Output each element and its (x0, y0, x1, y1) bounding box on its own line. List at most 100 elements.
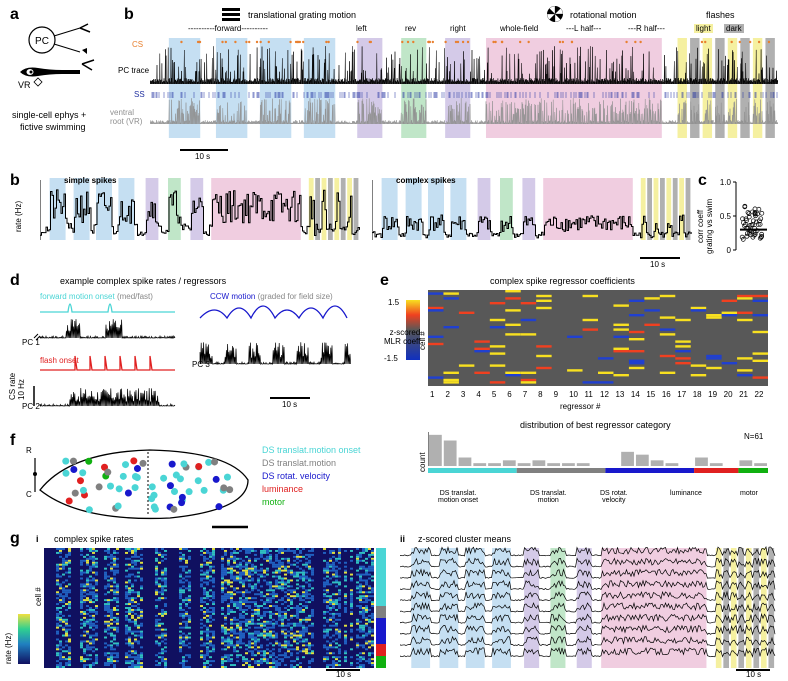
e-xtick: 7 (523, 390, 527, 399)
flashes-label: flashes (706, 10, 735, 20)
windmill-icon (547, 6, 563, 22)
panel-g-label: g (10, 530, 20, 548)
g-cbar: 0246 (18, 614, 30, 664)
e-xtick: 8 (538, 390, 542, 399)
g-sb2-text: 10 s (746, 670, 761, 679)
d-pc2: PC 2 (22, 402, 40, 411)
vr-row-label: ventral root (VR) (110, 108, 142, 126)
lhalf-label: ---L half--- (566, 24, 601, 33)
e-xlabel: regressor # (560, 402, 600, 411)
g-ii-label: ii (400, 534, 405, 544)
e-catlabel: DS translat. motion (530, 490, 567, 504)
rev-label: rev (405, 24, 416, 33)
panel-a-desc2: fictive swimming (20, 122, 86, 132)
svg-text:1.0: 1.0 (720, 178, 732, 187)
e-barplot: 0510 (428, 432, 778, 488)
e-xtick: 13 (615, 390, 624, 399)
d-pc3: PC 3 (192, 360, 210, 369)
e-xtick: 2 (445, 390, 449, 399)
d-scalebar-text: 10 s (282, 400, 297, 409)
g-cluster-strip (376, 548, 386, 668)
e-xtick: 1 (430, 390, 434, 399)
panel-e-title: complex spike regressor coefficients (490, 276, 635, 286)
e-bar-title: distribution of best regressor category (520, 420, 671, 430)
pctrace-row-label: PC trace (118, 66, 149, 75)
panel-a-diagram: PC VR (12, 22, 122, 122)
g-ii-traces (400, 546, 776, 672)
e-xtick: 5 (492, 390, 496, 399)
panel-c-label: c (698, 172, 707, 190)
d-yaxis: CS rate 10 Hz (8, 373, 26, 400)
svg-text:0: 0 (727, 246, 732, 255)
e-cbar-label: z-scored MLR coeff (384, 328, 420, 346)
ss-row-label: SS (134, 90, 145, 99)
ss-ylabel: rate (Hz) (14, 201, 23, 232)
complex-spike-plot: 051015 (372, 174, 692, 256)
f-r: R (26, 446, 32, 455)
f-legend-item: DS translat.motion onset (262, 444, 361, 457)
rotational-label: rotational motion (570, 10, 637, 20)
d-flash: flash onset (40, 356, 79, 365)
cs-scalebar-text: 10 s (650, 260, 665, 269)
f-scalebar (212, 524, 252, 532)
e-xtick: 6 (507, 390, 511, 399)
panel-f-label: f (10, 432, 15, 450)
whole-label: whole-field (500, 24, 538, 33)
g-i-label: i (36, 534, 39, 544)
svg-text:0.5: 0.5 (720, 212, 732, 221)
panel-c-axis: corr coeff grating vs swim (696, 199, 714, 254)
panel-d-label: d (10, 272, 20, 290)
d-pc1: PC 1 (22, 338, 40, 347)
e-xtick: 10 (569, 390, 578, 399)
d-ccw: CCW motion (graded for field size) (210, 292, 333, 301)
cs-title: complex spikes (396, 176, 456, 185)
f-legend-item: luminance (262, 483, 361, 496)
panel-b-label: b (124, 6, 134, 24)
g-i-title: complex spike rates (54, 534, 134, 544)
g-cbar-label: rate (Hz) (4, 633, 13, 664)
f-legend-item: DS rotat. velocity (262, 470, 361, 483)
e-xtick: 14 (631, 390, 640, 399)
g-heatmap (44, 548, 374, 668)
e-cbar-t1: 1.5 (388, 298, 399, 307)
e-xtick: 15 (646, 390, 655, 399)
e-xtick: 16 (662, 390, 671, 399)
right-label: right (450, 24, 466, 33)
e-xtick: 18 (693, 390, 702, 399)
e-xtick: 3 (461, 390, 465, 399)
g-ii-title: z-scored cluster means (418, 534, 511, 544)
grating-icon (222, 8, 240, 22)
panel-c-scatter: 0 0.5 1.0 (712, 176, 782, 258)
d-fw: forward motion onset (med/fast) (40, 292, 153, 301)
e-cbar-t0: -1.5 (384, 354, 398, 363)
panel-b-lower-label: b (10, 172, 20, 190)
forward-label: ----------forward---------- (188, 24, 268, 33)
panel-b-traces (150, 36, 778, 146)
f-rc-arrow (30, 456, 40, 496)
g-sb1-text: 10 s (336, 670, 351, 679)
e-xtick: 17 (677, 390, 686, 399)
e-catlabel: luminance (670, 490, 702, 497)
e-catlabel: DS rotat. velocity (600, 490, 628, 504)
panel-a-desc1: single-cell ephys + (12, 110, 86, 120)
e-xtick: 19 (708, 390, 717, 399)
panel-f-anatomy (30, 440, 260, 530)
e-xtick: 12 (600, 390, 609, 399)
g-i-ylabel: cell # (34, 587, 43, 606)
e-xtick: 21 (739, 390, 748, 399)
e-catlabel: motor (740, 490, 758, 497)
panel-e-label: e (380, 272, 389, 290)
f-legend-item: motor (262, 496, 361, 509)
panel-d-title: example complex spike rates / regressors (60, 276, 226, 286)
dark-chip: dark (724, 24, 744, 33)
f-legend-item: DS translat.motion (262, 457, 361, 470)
cs-row-label: CS (132, 40, 143, 49)
rhalf-label: ---R half--- (628, 24, 665, 33)
e-xtick: 9 (554, 390, 558, 399)
vr-label-schematic: VR (18, 80, 31, 90)
translational-label: translational grating motion (248, 10, 356, 20)
e-xtick: 11 (585, 390, 593, 399)
e-xtick: 22 (755, 390, 764, 399)
panel-b-scalebar-text: 10 s (195, 152, 210, 161)
e-xtick: 4 (476, 390, 480, 399)
